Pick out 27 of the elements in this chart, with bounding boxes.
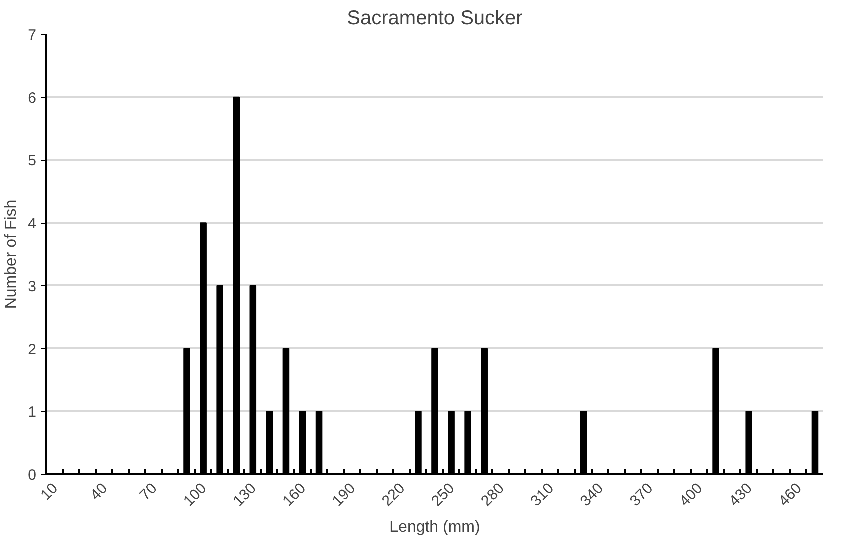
chart-title: Sacramento Sucker [347, 8, 524, 30]
x-tick-label: 190 [329, 480, 360, 510]
y-tick-label: 7 [28, 27, 36, 44]
x-tick-label: 340 [577, 480, 608, 510]
y-tick-label: 0 [28, 467, 36, 484]
x-tick-label: 100 [180, 480, 210, 510]
x-axis-title: Length (mm) [390, 518, 480, 536]
x-tick-label: 10 [38, 480, 62, 504]
x-tick-label: 460 [776, 480, 806, 510]
x-tick-label: 160 [280, 480, 310, 510]
y-tick-label: 4 [28, 216, 36, 233]
x-tick-label: 40 [87, 480, 112, 504]
x-tick-label: 280 [478, 480, 508, 510]
y-tick-label: 3 [28, 278, 36, 296]
x-tick-label: 70 [136, 480, 161, 504]
y-tick-label: 5 [28, 152, 36, 170]
x-tick-label: 250 [428, 480, 458, 510]
x-tick-label: 400 [676, 480, 706, 510]
x-tick-label: 220 [378, 480, 409, 510]
x-tick-label: 130 [230, 480, 260, 510]
x-tick-label: 310 [528, 480, 558, 510]
x-tick-label: 370 [626, 480, 657, 510]
y-axis-title: Number of Fish [3, 200, 20, 310]
y-tick-label: 1 [28, 404, 36, 422]
y-tick-label: 2 [28, 341, 36, 358]
x-tick-label: 430 [726, 480, 756, 510]
y-tick-label: 6 [28, 90, 36, 107]
